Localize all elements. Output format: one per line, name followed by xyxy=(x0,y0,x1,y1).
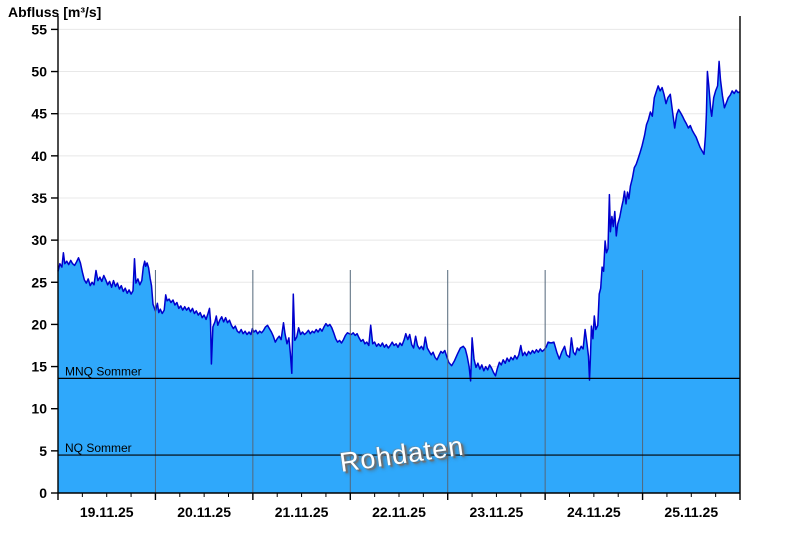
x-tick-label: 19.11.25 xyxy=(80,504,134,520)
y-tick-label: 5 xyxy=(39,443,47,459)
y-tick-label: 55 xyxy=(31,21,47,37)
discharge-area xyxy=(58,61,740,494)
x-tick-label: 21.11.25 xyxy=(275,504,329,520)
discharge-line xyxy=(57,60,741,382)
x-tick-label: 24.11.25 xyxy=(567,504,621,520)
y-tick-label: 20 xyxy=(31,316,47,332)
y-tick-label: 35 xyxy=(31,190,47,206)
y-tick-label: 50 xyxy=(31,64,47,80)
reference-line-label: NQ Sommer xyxy=(65,441,132,455)
chart-title: Abfluss [m³/s] xyxy=(8,4,102,20)
x-tick-label: 22.11.25 xyxy=(372,504,426,520)
x-tick-label: 20.11.25 xyxy=(177,504,231,520)
y-tick-label: 40 xyxy=(31,148,47,164)
y-tick-label: 0 xyxy=(39,485,47,501)
y-tick-label: 30 xyxy=(31,232,47,248)
y-tick-label: 15 xyxy=(31,359,47,375)
y-tick-label: 25 xyxy=(31,274,47,290)
y-tick-label: 45 xyxy=(31,106,47,122)
reference-line-label: MNQ Sommer xyxy=(65,364,142,378)
x-tick-label: 23.11.25 xyxy=(470,504,524,520)
y-tick-label: 10 xyxy=(31,401,47,417)
x-tick-label: 25.11.25 xyxy=(664,504,718,520)
